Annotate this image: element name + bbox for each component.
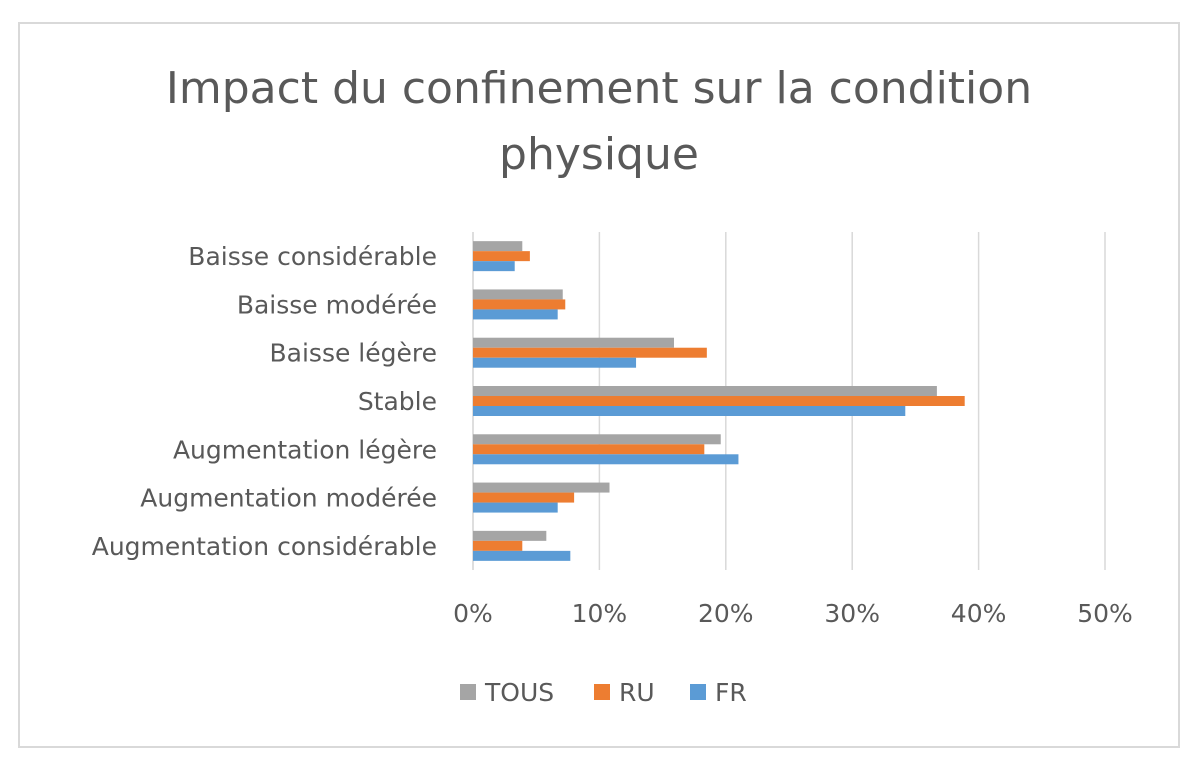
bar-fr [473, 309, 558, 320]
category-labels: Baisse considérable Baisse modérée Baisse … [92, 242, 437, 561]
x-tick-label: 10% [572, 599, 628, 628]
legend-label-tous: TOUS [484, 678, 554, 707]
category-label: Augmentation légère [173, 435, 437, 464]
category-label: Augmentation considérable [92, 532, 437, 561]
bar-tous [473, 337, 674, 348]
bar-tous [473, 434, 721, 445]
legend-label-fr: FR [715, 678, 747, 707]
bar-fr [473, 502, 558, 513]
category-label: Baisse modérée [237, 290, 437, 319]
x-tick-label: 50% [1077, 599, 1133, 628]
legend-swatch-tous [460, 684, 476, 700]
x-tick-label: 30% [824, 599, 880, 628]
bar-ru [473, 396, 965, 406]
category-label: Baisse considérable [188, 242, 437, 271]
category-label: Stable [358, 387, 437, 416]
bar-tous [473, 482, 610, 493]
chart-title-line-1: Impact du confinement sur la condition [165, 63, 1033, 114]
bar-fr [473, 357, 637, 368]
legend-swatch-fr [690, 684, 706, 700]
bar-ru [473, 444, 705, 455]
category-label: Augmentation modérée [140, 484, 437, 513]
bar-ru [473, 347, 707, 358]
bar-tous [473, 530, 547, 541]
legend-label-ru: RU [619, 678, 655, 707]
chart-title-line-2: physique [499, 129, 699, 180]
bar-fr [473, 261, 515, 272]
bar-fr [473, 454, 739, 465]
bars [473, 241, 965, 561]
category-label: Baisse légère [270, 339, 437, 368]
bar-ru [473, 492, 575, 503]
bar-ru [473, 299, 566, 310]
bar-fr [473, 406, 906, 416]
bar-fr [473, 550, 571, 561]
bar-ru [473, 540, 523, 551]
chart-title: Impact du confinement sur la condition p… [18, 56, 1180, 188]
x-tick-label: 0% [453, 599, 493, 628]
legend-swatch-ru [594, 684, 610, 700]
bar-ru [473, 251, 530, 262]
bar-tous [473, 241, 523, 252]
x-tick-label: 20% [698, 599, 754, 628]
x-tick-labels: 0% 10% 20% 30% 40% 50% [453, 599, 1133, 628]
x-tick-label: 40% [951, 599, 1007, 628]
bar-tous [473, 386, 937, 396]
bar-tous [473, 289, 563, 300]
legend: TOUS RU FR [460, 678, 747, 707]
